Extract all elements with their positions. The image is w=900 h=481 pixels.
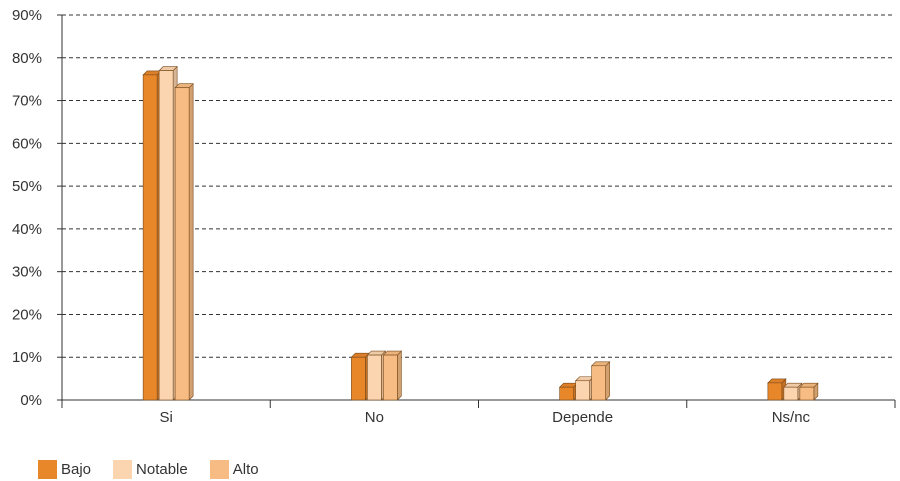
bar-bajo-si xyxy=(142,74,158,401)
legend-item-alto: Alto xyxy=(209,460,259,479)
bar-notable-no xyxy=(367,354,382,401)
bar-bajo-depende xyxy=(559,386,574,401)
legend-label-bajo: Bajo xyxy=(61,461,92,478)
y-tick-label: 40% xyxy=(12,221,42,238)
x-category-label: Depende xyxy=(552,409,613,426)
y-tick-label: 80% xyxy=(12,50,42,67)
bar-alto-si xyxy=(174,87,190,401)
bar-notable-ns-nc xyxy=(783,386,799,401)
y-tick-label: 50% xyxy=(12,178,42,195)
legend-swatch-notable xyxy=(113,460,133,479)
bar-alto-depende xyxy=(591,365,606,401)
x-category-label: Si xyxy=(159,409,172,426)
x-category-label: Ns/nc xyxy=(772,409,811,426)
bar-alto-si-side xyxy=(188,82,194,401)
y-tick-label: 20% xyxy=(12,306,42,323)
y-tick-label: 30% xyxy=(12,264,42,281)
legend-label-notable: Notable xyxy=(136,461,188,478)
y-tick-label: 10% xyxy=(12,349,42,366)
legend-item-bajo: Bajo xyxy=(38,460,91,479)
bar-alto-no xyxy=(383,354,398,401)
bar-notable-depende xyxy=(575,380,590,401)
bar-alto-ns-nc xyxy=(799,386,815,401)
bar-bajo-no xyxy=(351,356,366,401)
bar-alto-no-side xyxy=(397,350,402,401)
legend-item-notable: Notable xyxy=(113,460,188,479)
bar-alto-depende-side xyxy=(605,361,610,401)
bar-bajo-ns-nc xyxy=(767,382,783,401)
x-category-label: No xyxy=(365,409,384,426)
legend-swatch-alto xyxy=(209,460,229,479)
bar-notable-si xyxy=(158,70,174,401)
y-tick-label: 70% xyxy=(12,93,42,110)
legend-swatch-bajo xyxy=(38,460,57,479)
legend: Bajo Notable Alto xyxy=(38,460,281,479)
y-tick-label: 60% xyxy=(12,135,42,152)
y-tick-label: 90% xyxy=(12,7,42,24)
y-tick-label: 0% xyxy=(20,392,42,409)
legend-label-alto: Alto xyxy=(232,461,259,478)
